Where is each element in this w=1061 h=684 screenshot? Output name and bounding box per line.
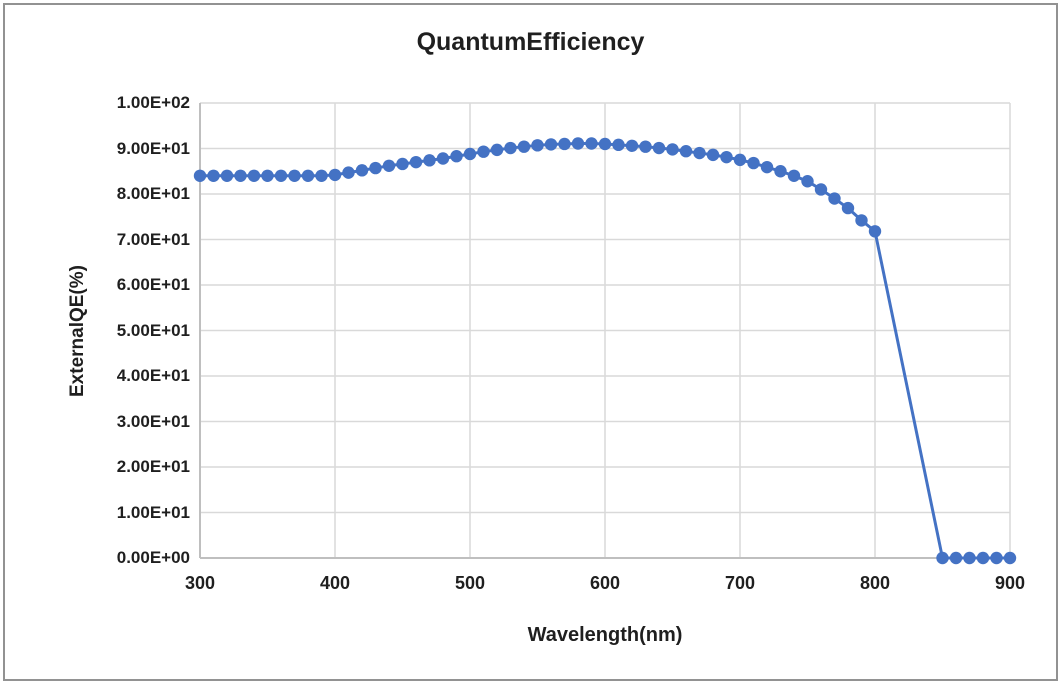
data-point-marker [760,160,774,174]
y-tick-label: 5.00E+01 [116,320,190,340]
x-axis-title: Wavelength(nm) [527,624,683,646]
data-point-marker [828,192,841,205]
y-tick-label: 4.00E+01 [116,366,190,385]
y-tick-label: 6.00E+01 [116,275,190,294]
data-point-marker [531,139,544,152]
data-point-marker [436,152,450,165]
y-tick-label: 1.00E+02 [116,93,190,112]
data-point-marker [207,169,220,182]
data-point-marker [1003,551,1017,565]
data-point-marker [261,169,274,182]
data-point-marker [490,143,504,157]
x-tick-label: 500 [454,573,486,593]
qe-data-points [193,137,1017,565]
y-tick-label: 3.00E+01 [116,411,190,431]
data-point-marker [976,551,990,565]
x-tick-label: 400 [319,573,351,593]
y-tick-label: 9.00E+01 [116,138,190,158]
data-point-marker [747,156,760,170]
data-point-marker [247,169,261,182]
x-tick-label: 900 [994,573,1026,593]
data-point-marker [666,143,679,156]
y-tick-label: 7.00E+01 [116,229,190,249]
data-point-marker [693,146,706,160]
data-point-marker [787,169,801,182]
data-point-marker [868,225,882,238]
data-point-marker [450,150,463,163]
data-point-marker [733,153,747,167]
data-point-marker [841,201,855,215]
chart-title: QuantumEfficiency [416,28,645,56]
x-tick-label: 600 [589,573,621,593]
x-tick-label: 700 [724,573,756,593]
data-point-marker [396,157,409,171]
data-point-marker [301,169,315,182]
data-point-marker [814,183,828,196]
data-point-marker [234,169,247,182]
data-point-marker [544,138,558,151]
data-point-marker [652,141,666,155]
data-point-marker [315,169,328,182]
data-point-marker [220,169,234,182]
y-tick-label: 1.00E+01 [116,502,190,522]
data-point-marker [963,551,976,565]
data-point-marker [369,161,382,175]
data-point-marker [801,175,814,188]
data-point-marker [274,169,288,182]
data-point-marker [288,169,301,182]
chart-border [3,3,1058,681]
data-point-marker [639,140,652,153]
data-point-marker [949,551,963,565]
vertical-gridlines [334,103,1011,558]
data-point-marker [463,147,477,161]
data-point-marker [355,164,369,177]
data-point-marker [423,154,436,167]
data-point-marker [558,137,571,151]
data-point-marker [328,168,342,182]
data-point-marker [504,141,517,155]
data-point-marker [382,159,396,172]
data-point-marker [477,145,490,158]
x-tick-label: 300 [184,573,216,593]
data-point-marker [774,165,787,178]
data-point-marker [612,138,625,152]
data-point-marker [706,148,720,162]
data-point-marker [517,140,531,153]
y-tick-label: 0.00E+00 [116,548,190,567]
data-point-marker [720,150,733,164]
data-point-marker [571,137,585,150]
data-point-marker [625,139,639,152]
data-point-marker [193,169,207,182]
data-point-marker [990,551,1003,565]
data-point-marker [679,145,693,158]
data-point-marker [855,214,868,227]
x-tick-label: 800 [859,573,891,593]
data-point-marker [409,155,423,169]
y-tick-label: 2.00E+01 [116,457,190,476]
data-point-marker [598,137,612,151]
y-tick-label: 8.00E+01 [116,184,190,203]
data-point-marker [342,166,355,179]
data-point-marker [585,137,598,150]
data-point-marker [936,551,949,565]
